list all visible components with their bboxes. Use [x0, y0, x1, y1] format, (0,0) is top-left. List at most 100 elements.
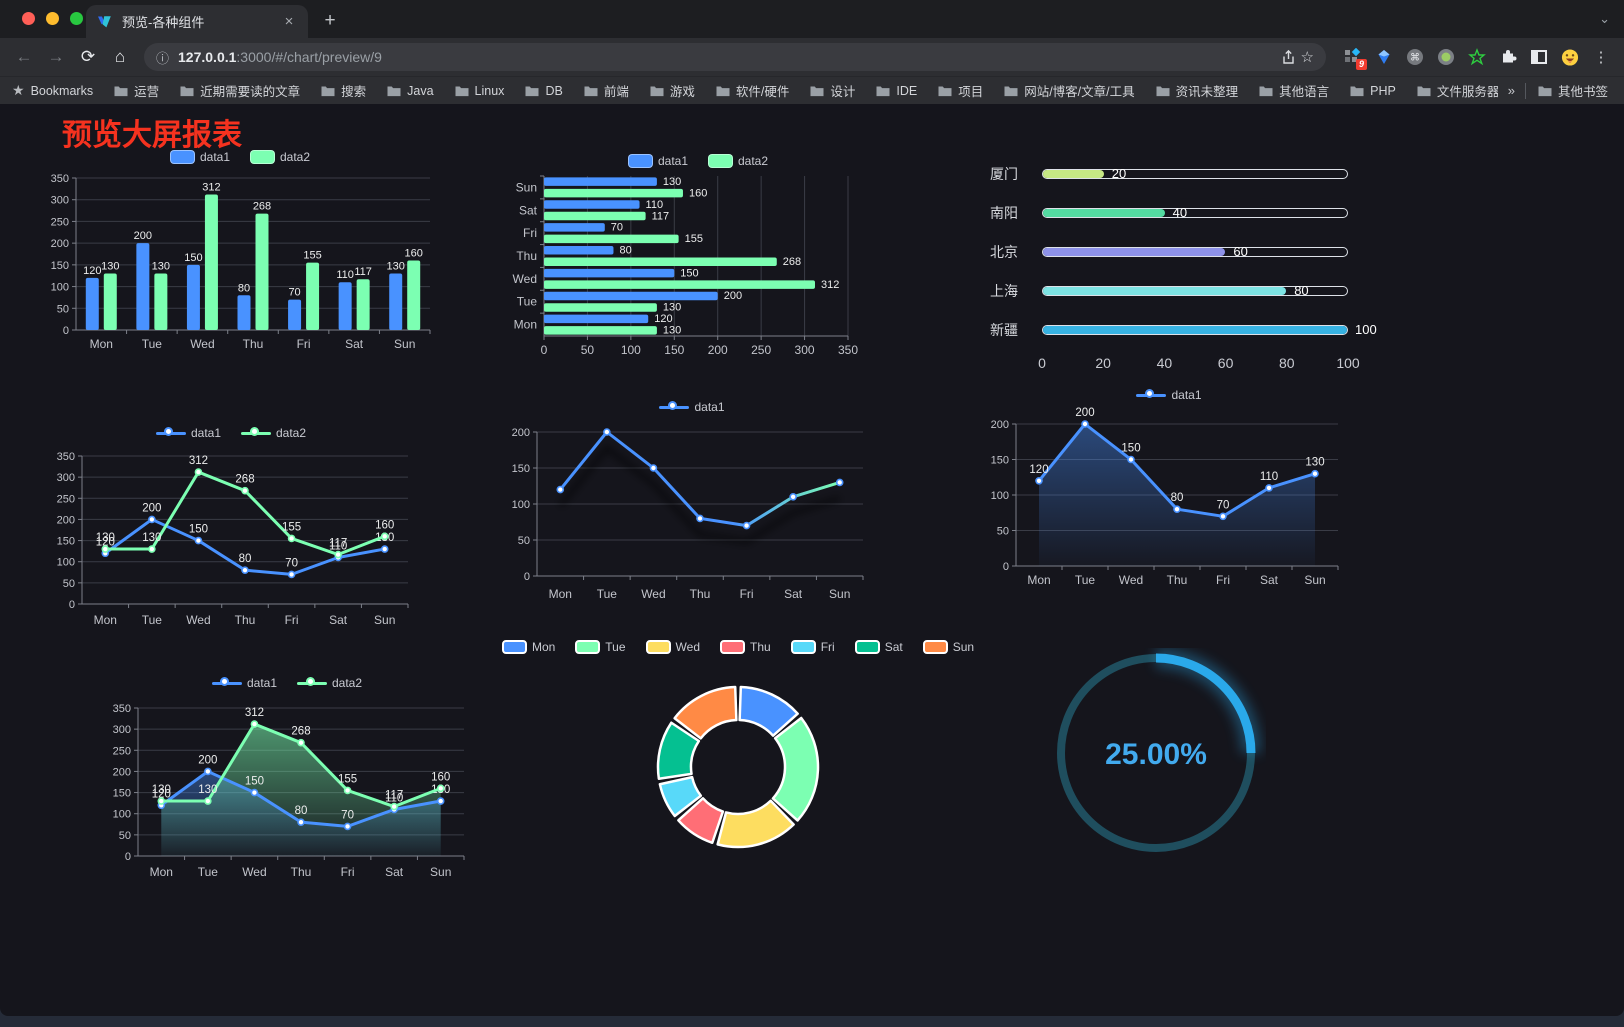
- legend-item[interactable]: data1: [627, 154, 688, 168]
- bookmark-folder-item[interactable]: 设计: [810, 81, 855, 100]
- svg-text:Wed: Wed: [186, 613, 210, 627]
- svg-text:Wed: Wed: [190, 337, 214, 351]
- chart-legend: data1 data2: [500, 152, 896, 170]
- svg-text:Fri: Fri: [341, 865, 355, 879]
- other-bookmarks-item[interactable]: 其他书签: [1538, 81, 1608, 100]
- folder-icon: [1417, 86, 1431, 96]
- svg-text:50: 50: [119, 830, 131, 842]
- bookmark-star-icon[interactable]: ☆: [1300, 49, 1314, 66]
- svg-text:300: 300: [51, 195, 69, 207]
- extension-puzzle-icon[interactable]: [1499, 48, 1517, 66]
- emoji-extension-icon[interactable]: [1561, 48, 1579, 66]
- legend-item[interactable]: Sun: [922, 640, 974, 654]
- progress-fill: [1043, 247, 1226, 256]
- legend-item[interactable]: Mon: [501, 640, 555, 654]
- legend-label: Fri: [820, 640, 835, 654]
- bookmark-folder-label: 其他语言: [1279, 85, 1330, 99]
- legend-item[interactable]: data1: [1136, 388, 1202, 402]
- new-tab-button[interactable]: +: [324, 10, 336, 31]
- svg-text:110: 110: [329, 540, 347, 552]
- bookmark-folder-item[interactable]: 前端: [584, 81, 629, 100]
- svg-text:50: 50: [518, 535, 530, 547]
- address-bar[interactable]: ⓘ 127.0.0.1:3000/#/chart/preview/9 ☆: [144, 43, 1326, 71]
- progress-row: 北京 60: [990, 232, 1368, 271]
- back-button[interactable]: ←: [15, 47, 33, 66]
- svg-text:Fri: Fri: [740, 587, 754, 601]
- bookmark-folder-item[interactable]: DB: [525, 84, 563, 98]
- legend-item[interactable]: data2: [708, 154, 768, 168]
- bookmark-folder-label: Java: [407, 83, 434, 98]
- svg-text:250: 250: [51, 216, 69, 228]
- legend-item[interactable]: data1: [155, 426, 221, 440]
- pie-chart-canvas: [656, 685, 820, 849]
- reload-button[interactable]: ⟳: [80, 47, 96, 66]
- extension-command-icon[interactable]: ⌘: [1406, 48, 1424, 66]
- bookmark-folder-item[interactable]: 游戏: [650, 81, 695, 100]
- folder-icon: [1004, 86, 1018, 96]
- legend-item[interactable]: data2: [250, 150, 310, 164]
- bookmark-folder-item[interactable]: Linux: [455, 84, 504, 98]
- legend-marker-icon: [1136, 388, 1167, 402]
- bookmark-folder-item[interactable]: 近期需要读的文章: [180, 81, 300, 100]
- gauge-canvas: 25.00%: [1057, 648, 1261, 852]
- close-window-button[interactable]: [22, 12, 35, 25]
- progress-track: 60: [1042, 244, 1348, 259]
- bookmark-folder-item[interactable]: 文件服务器: [1417, 81, 1498, 100]
- url-text[interactable]: 127.0.0.1:3000/#/chart/preview/9: [178, 49, 1280, 65]
- home-button[interactable]: ⌂: [114, 47, 126, 66]
- legend-item[interactable]: Fri: [790, 640, 835, 654]
- svg-text:120: 120: [654, 313, 672, 325]
- browser-tab[interactable]: 预览-各种组件 ×: [86, 5, 308, 38]
- svg-text:155: 155: [282, 521, 301, 533]
- share-icon[interactable]: [1280, 49, 1297, 66]
- extension-star-icon[interactable]: [1468, 48, 1486, 66]
- tab-search-chevron-icon[interactable]: ⌄: [1599, 11, 1610, 26]
- site-info-icon[interactable]: ⓘ: [156, 50, 170, 66]
- svg-text:130: 130: [663, 176, 681, 188]
- svg-text:Sat: Sat: [329, 613, 348, 627]
- bookmark-folder-item[interactable]: 其他语言: [1259, 81, 1329, 100]
- minimize-window-button[interactable]: [46, 12, 59, 25]
- progress-label: 上海: [990, 282, 1018, 299]
- legend-item[interactable]: Thu: [720, 640, 771, 654]
- zoom-window-button[interactable]: [70, 12, 83, 25]
- bookmark-folder-item[interactable]: 搜索: [321, 81, 366, 100]
- bookmark-folder-item[interactable]: PHP: [1350, 84, 1396, 98]
- browser-toolbar: ← → ⟳ ⌂ ⓘ 127.0.0.1:3000/#/chart/preview…: [0, 38, 1624, 76]
- extension-grid-icon[interactable]: 9: [1344, 48, 1367, 70]
- bookmark-folder-label: 设计: [830, 85, 856, 99]
- bookmark-folder-item[interactable]: 资讯未整理: [1156, 81, 1238, 100]
- forward-button[interactable]: →: [47, 47, 65, 66]
- folder-icon: [180, 86, 194, 96]
- bookmarks-overflow-chevron[interactable]: »: [1507, 83, 1515, 98]
- bookmark-folder-item[interactable]: 软件/硬件: [716, 81, 789, 100]
- svg-text:Sun: Sun: [394, 337, 415, 351]
- legend-item[interactable]: data1: [211, 676, 277, 690]
- legend-item[interactable]: Sat: [854, 640, 903, 654]
- extension-gem-icon[interactable]: [1375, 48, 1393, 66]
- bookmark-folder-item[interactable]: 运营: [114, 81, 159, 100]
- bookmark-folder-label: IDE: [896, 83, 918, 98]
- bookmarks-manager-item[interactable]: ★ Bookmarks: [12, 82, 93, 99]
- tab-close-icon[interactable]: ×: [284, 13, 294, 30]
- side-panel-icon[interactable]: [1530, 48, 1548, 66]
- bookmark-folder-item[interactable]: 网站/博客/文章/工具: [1004, 81, 1135, 100]
- legend-item[interactable]: data2: [241, 426, 306, 440]
- folder-icon: [716, 86, 730, 96]
- bookmark-folder-item[interactable]: IDE: [876, 84, 917, 98]
- legend-item[interactable]: data1: [169, 150, 230, 164]
- legend-item[interactable]: data1: [659, 400, 725, 414]
- bookmark-folder-item[interactable]: Java: [387, 83, 434, 98]
- svg-text:312: 312: [245, 707, 264, 719]
- extension-green-dot-icon[interactable]: [1437, 48, 1455, 66]
- legend-item[interactable]: data2: [297, 676, 362, 690]
- chart-legend: Mon Tue Wed Thu Fri Sat Sun: [501, 638, 974, 656]
- progress-fill: [1043, 208, 1165, 217]
- bookmark-folder-item[interactable]: 项目: [938, 81, 983, 100]
- browser-menu-icon[interactable]: ⋮: [1593, 49, 1609, 66]
- legend-item[interactable]: Wed: [645, 640, 700, 654]
- legend-item[interactable]: Tue: [575, 640, 626, 654]
- legend-label: data1: [246, 676, 277, 690]
- legend-marker-icon: [659, 400, 690, 414]
- svg-text:268: 268: [291, 726, 310, 738]
